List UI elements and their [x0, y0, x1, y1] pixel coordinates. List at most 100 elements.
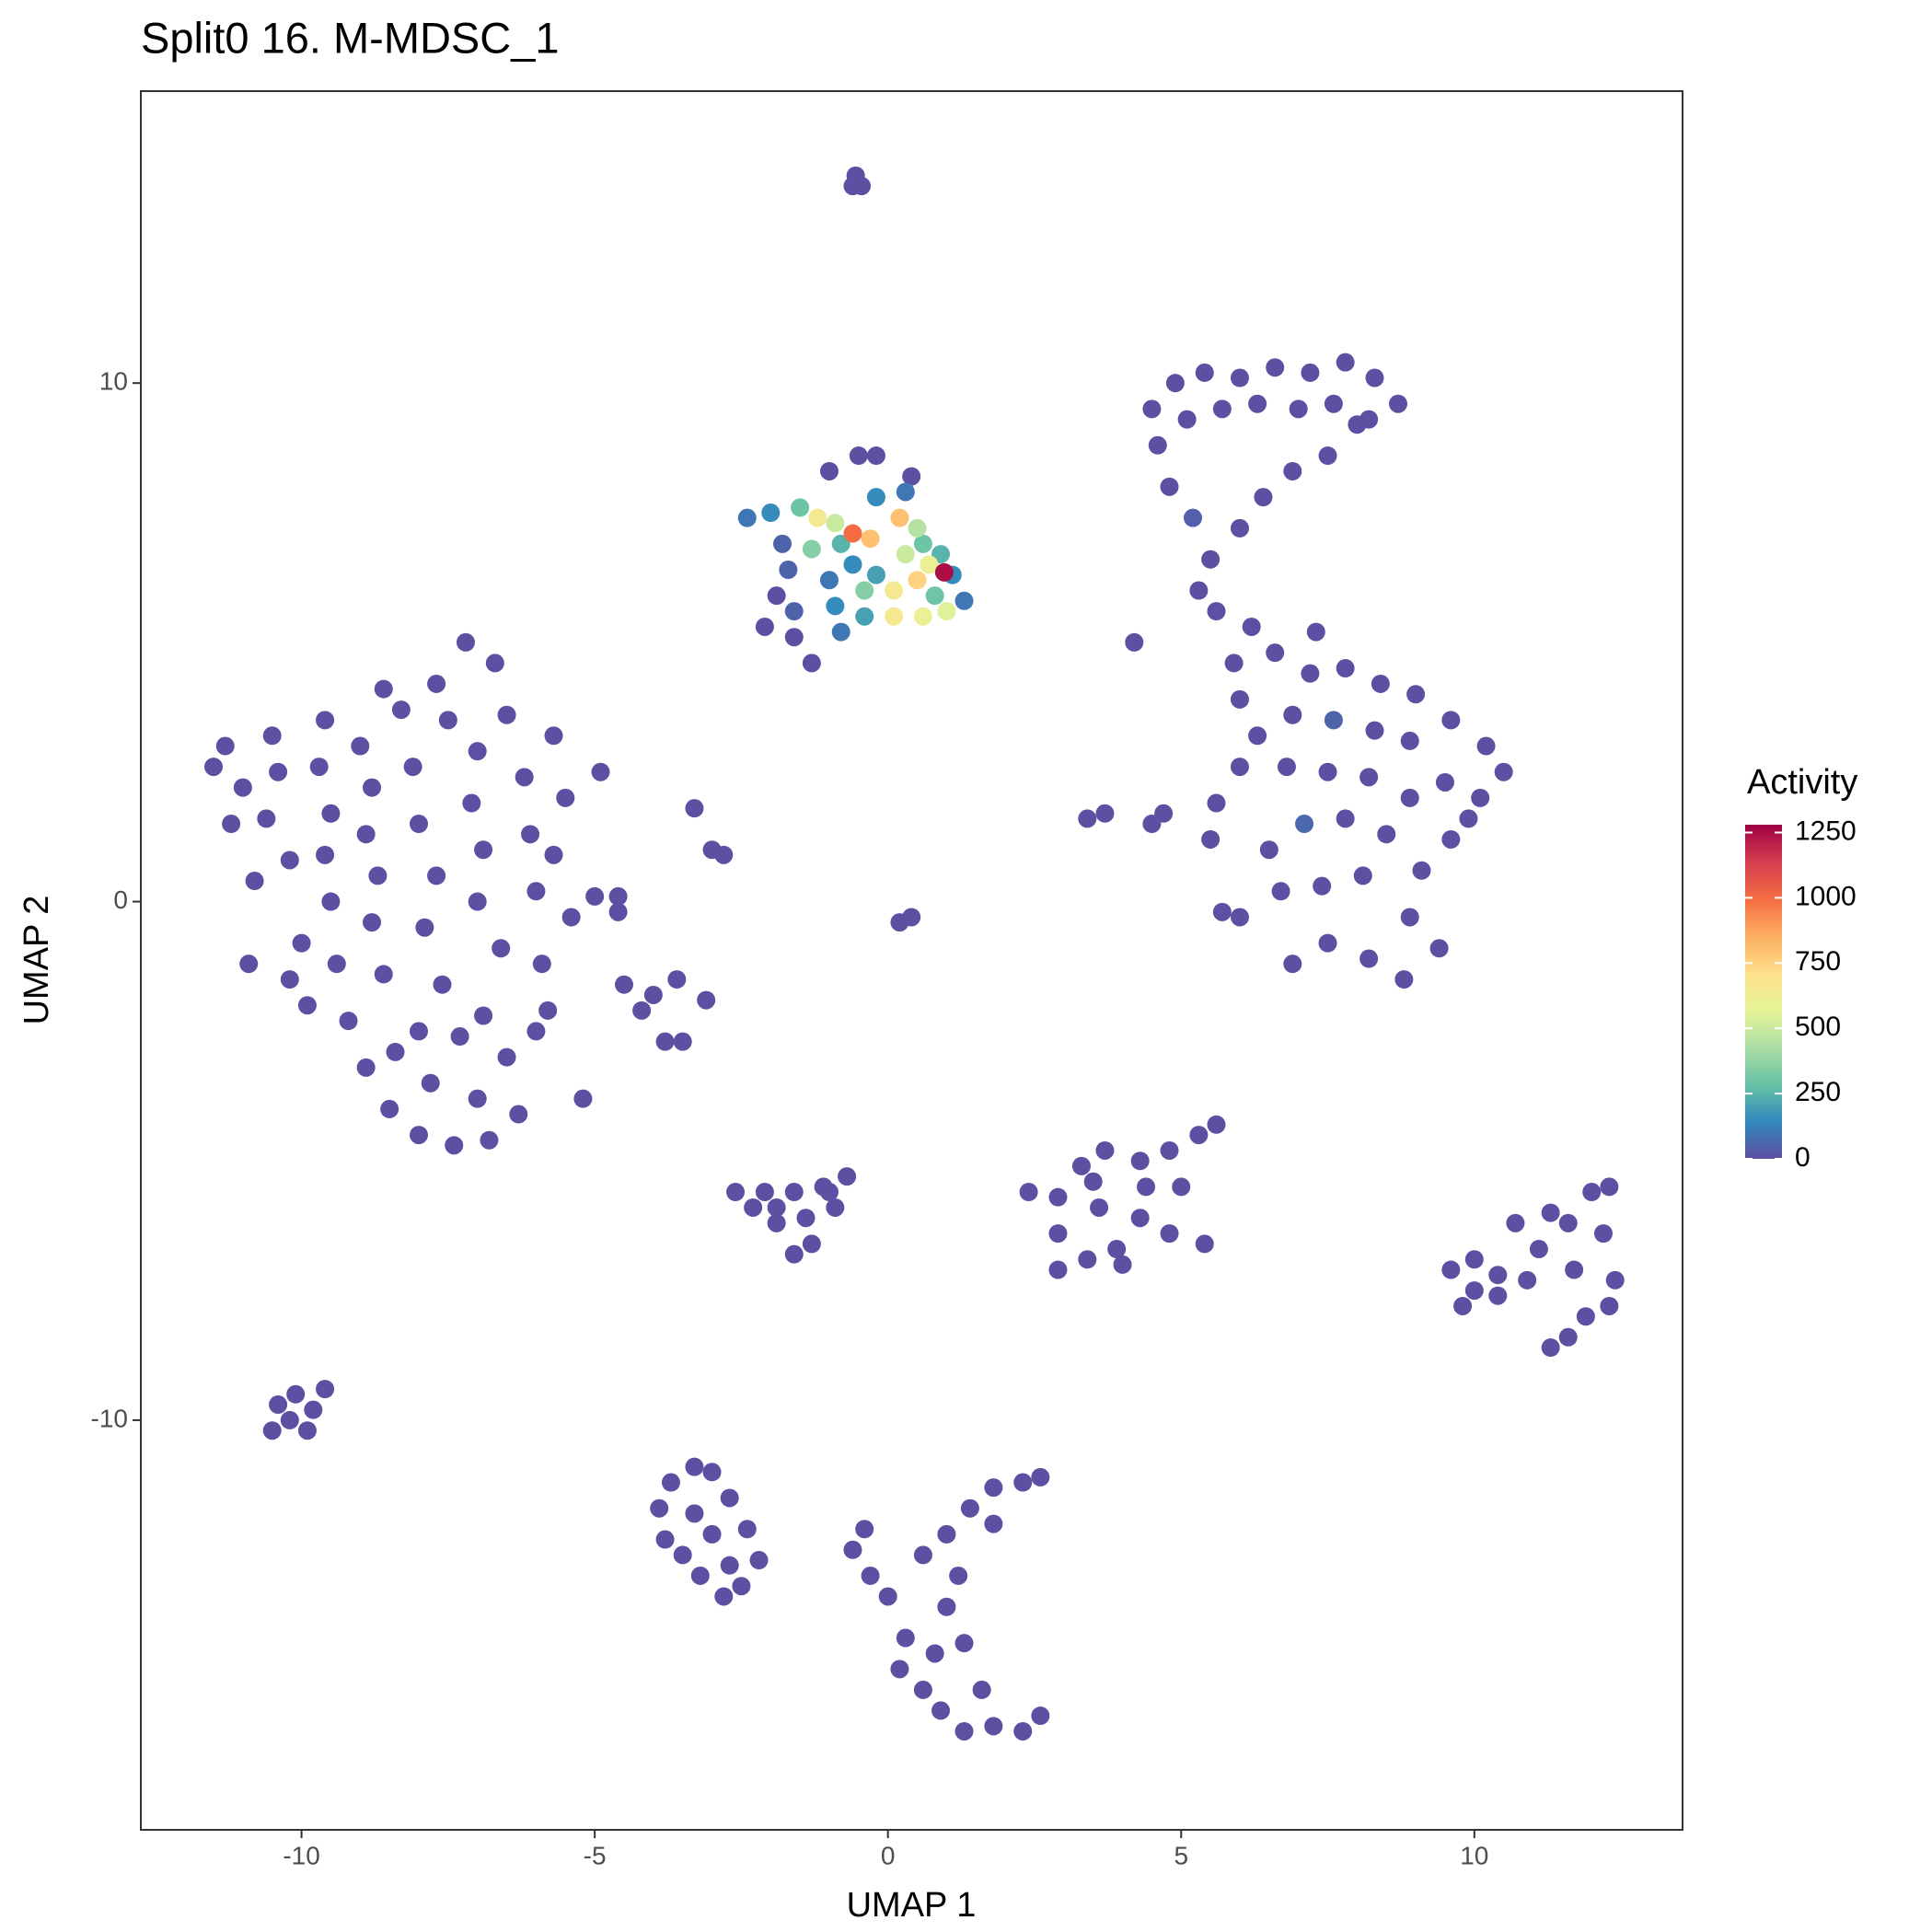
- point: [1318, 933, 1337, 953]
- point: [954, 1634, 974, 1653]
- point: [643, 985, 663, 1004]
- point: [843, 555, 862, 574]
- point: [409, 1022, 428, 1041]
- point: [1172, 1177, 1191, 1197]
- point: [1529, 1240, 1548, 1259]
- point: [1230, 368, 1249, 388]
- point: [1313, 876, 1332, 896]
- point: [1095, 1140, 1115, 1160]
- point: [737, 1520, 757, 1539]
- point: [1353, 866, 1372, 885]
- point: [368, 866, 388, 885]
- point: [937, 1597, 956, 1616]
- point: [855, 581, 874, 600]
- point: [1541, 1338, 1560, 1358]
- point: [1400, 788, 1419, 807]
- point: [784, 1244, 804, 1264]
- point: [380, 1099, 399, 1118]
- point: [356, 825, 376, 844]
- point: [866, 565, 885, 584]
- point: [497, 1047, 516, 1067]
- point: [1471, 788, 1490, 807]
- point: [374, 679, 393, 699]
- point: [908, 571, 927, 590]
- point: [374, 965, 393, 984]
- point: [468, 742, 487, 761]
- point: [1488, 1286, 1508, 1305]
- point: [913, 534, 932, 553]
- point: [1207, 793, 1226, 813]
- point: [1518, 1270, 1537, 1290]
- point: [1324, 394, 1343, 413]
- point: [1184, 508, 1203, 527]
- point: [737, 508, 757, 527]
- point: [1230, 518, 1249, 538]
- point: [1441, 711, 1461, 730]
- point: [1336, 659, 1355, 678]
- colorbar-tick-label: 750: [1795, 946, 1841, 977]
- point: [1259, 840, 1278, 860]
- point: [1359, 949, 1379, 968]
- point: [1400, 908, 1419, 927]
- point: [1048, 1187, 1068, 1207]
- point: [650, 1498, 669, 1518]
- point: [316, 845, 335, 864]
- point: [445, 1136, 464, 1155]
- point: [1318, 446, 1337, 466]
- point: [427, 674, 446, 693]
- point: [1242, 617, 1261, 636]
- point: [949, 1566, 968, 1585]
- point: [902, 908, 921, 927]
- point: [262, 1421, 282, 1440]
- point: [1400, 731, 1419, 750]
- point: [280, 850, 299, 870]
- point: [556, 788, 575, 807]
- point: [702, 1524, 722, 1544]
- point: [1576, 1307, 1595, 1326]
- point: [573, 1089, 593, 1108]
- point: [450, 1027, 469, 1047]
- point: [433, 975, 452, 994]
- point: [544, 726, 563, 746]
- point: [843, 177, 862, 196]
- point: [1600, 1177, 1619, 1197]
- point: [896, 545, 915, 564]
- point: [1090, 1197, 1109, 1217]
- point: [515, 768, 534, 787]
- point: [608, 886, 628, 906]
- point: [896, 482, 915, 502]
- point: [1189, 1126, 1209, 1145]
- plot-area: [204, 166, 1625, 1741]
- point: [714, 845, 734, 864]
- point: [1429, 939, 1449, 958]
- point: [885, 581, 904, 600]
- point: [896, 1628, 915, 1648]
- point: [421, 1073, 440, 1093]
- point: [1266, 358, 1285, 377]
- point: [1201, 550, 1221, 569]
- point: [1359, 768, 1379, 787]
- point: [1019, 1183, 1038, 1202]
- point: [1453, 1296, 1473, 1315]
- point: [744, 1197, 763, 1217]
- point: [714, 1587, 734, 1606]
- point: [257, 809, 276, 828]
- point: [233, 778, 252, 797]
- point: [1048, 1224, 1068, 1244]
- point: [1248, 394, 1267, 413]
- point: [1189, 581, 1209, 600]
- point: [819, 461, 839, 480]
- point: [826, 1197, 845, 1217]
- point: [855, 607, 874, 626]
- point: [802, 1234, 821, 1254]
- point: [826, 514, 845, 533]
- point: [391, 700, 411, 720]
- point: [538, 1001, 558, 1020]
- point: [1177, 410, 1197, 429]
- point: [902, 467, 921, 486]
- point: [1406, 685, 1426, 704]
- point: [784, 1183, 804, 1202]
- point: [339, 1012, 358, 1031]
- point: [685, 799, 704, 818]
- y-tick-label: 10: [99, 367, 128, 396]
